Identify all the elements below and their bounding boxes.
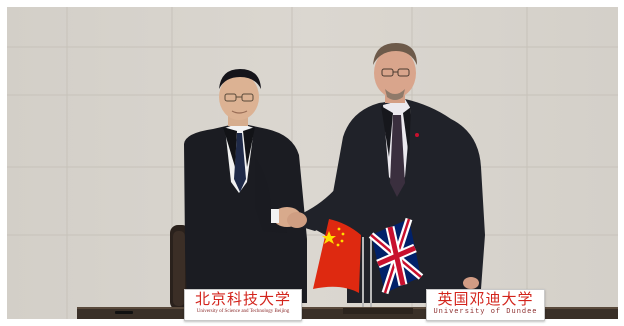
china-flag <box>313 219 364 309</box>
document-folder <box>343 308 413 314</box>
signing-ceremony-scene <box>7 7 618 319</box>
nameplate-left: 北京科技大学 University of Science and Technol… <box>184 289 302 321</box>
nameplate-right-subtitle: University of Dundee <box>433 308 538 316</box>
nameplate-left-title: 北京科技大学 <box>194 290 291 308</box>
wall <box>7 7 618 319</box>
handshake <box>271 207 307 228</box>
nameplate-left-subtitle: University of Science and Technology Bei… <box>196 309 290 314</box>
nameplate-right: 英国邓迪大学 University of Dundee <box>426 289 545 321</box>
pen <box>115 311 133 314</box>
uk-flag <box>368 217 424 309</box>
photo <box>7 7 618 319</box>
head-right <box>374 48 416 98</box>
man-left <box>184 69 307 303</box>
wall-tile-seams <box>7 7 618 319</box>
nameplate-right-title: 英国邓迪大学 <box>437 290 534 308</box>
